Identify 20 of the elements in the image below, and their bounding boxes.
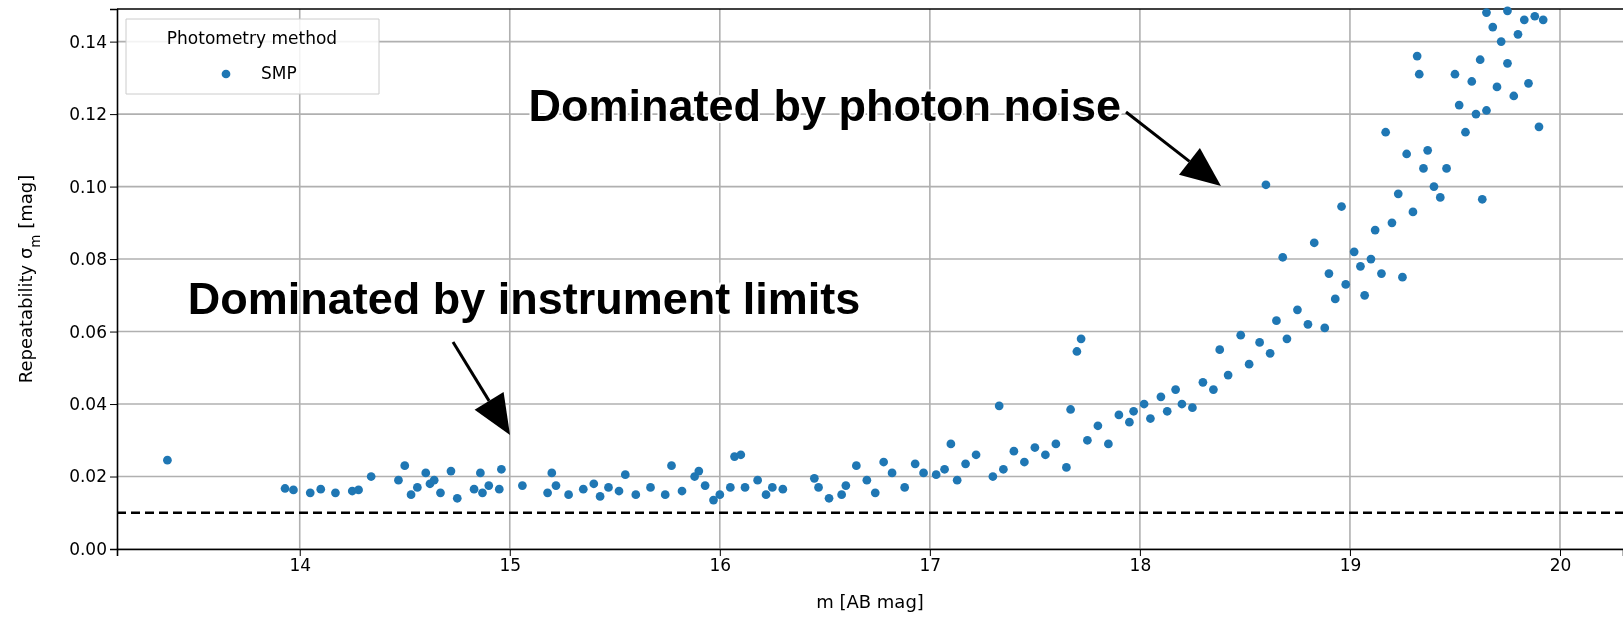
x-tick-label: 18: [1129, 555, 1152, 576]
y-tick-label: 0.06: [69, 321, 107, 342]
x-tick-label: 15: [499, 555, 522, 576]
legend-title: Photometry method: [166, 28, 338, 48]
x-tick-label: 14: [289, 555, 312, 576]
x-axis-title: m [AB mag]: [816, 591, 924, 612]
x-tick-label: 16: [709, 555, 732, 576]
annotation: Dominated by photon noise: [528, 79, 1121, 131]
y-tick-label: 0.00: [69, 538, 107, 559]
y-tick-label: 0.14: [69, 31, 107, 52]
annotation: Dominated by instrument limits: [187, 272, 861, 324]
x-tick-label: 19: [1339, 555, 1362, 576]
legend-label: SMP: [261, 63, 297, 83]
x-tick-label: 20: [1549, 555, 1572, 576]
x-tick-label: 17: [919, 555, 942, 576]
y-tick-label: 0.08: [69, 249, 107, 270]
y-tick-label: 0.02: [69, 466, 107, 487]
y-tick-label: 0.10: [69, 176, 107, 197]
y-tick-label: 0.12: [69, 104, 107, 125]
y-tick-label: 0.04: [69, 393, 107, 414]
